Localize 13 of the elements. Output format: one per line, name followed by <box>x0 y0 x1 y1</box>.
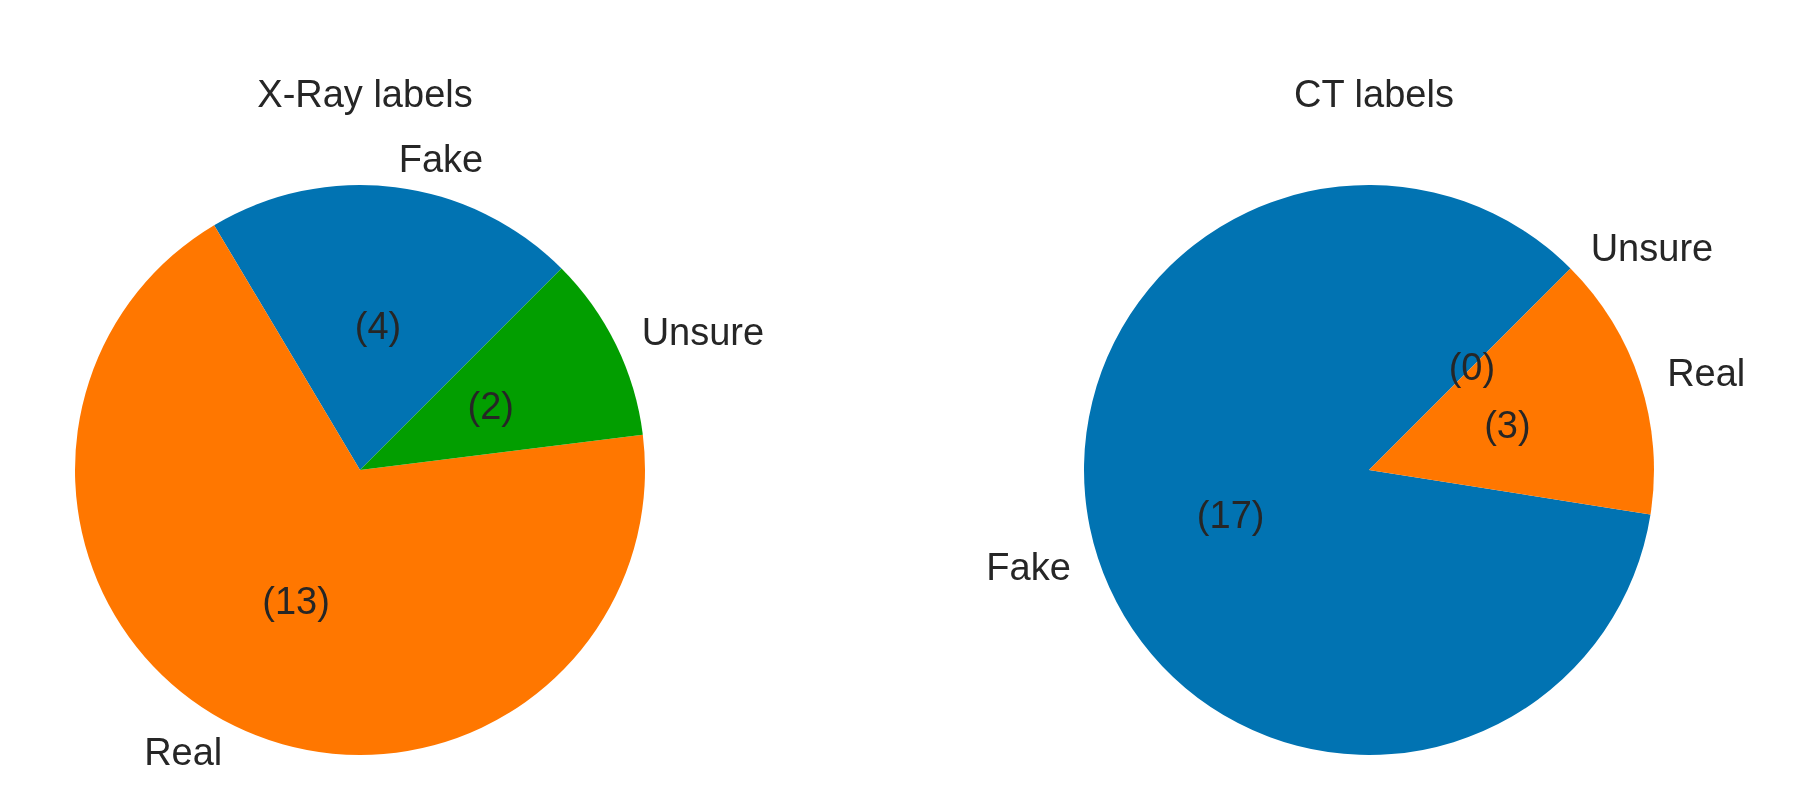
category-label: Unsure <box>1590 227 1714 270</box>
data-label: (2) <box>467 385 514 428</box>
chart-title: CT labels <box>1294 73 1454 115</box>
slice-label: Fake <box>398 137 484 180</box>
slice-label: Fake <box>986 545 1071 588</box>
data-label: (17) <box>1196 493 1265 536</box>
slice-label: Unsure <box>641 311 765 354</box>
data-label: (13) <box>262 579 330 622</box>
data-label: (3) <box>1484 404 1531 447</box>
slice-label: Real <box>144 730 223 773</box>
data-label: (4) <box>354 304 402 347</box>
chart-title: X-Ray labels <box>257 73 473 115</box>
slice-label: Real <box>1667 352 1746 395</box>
